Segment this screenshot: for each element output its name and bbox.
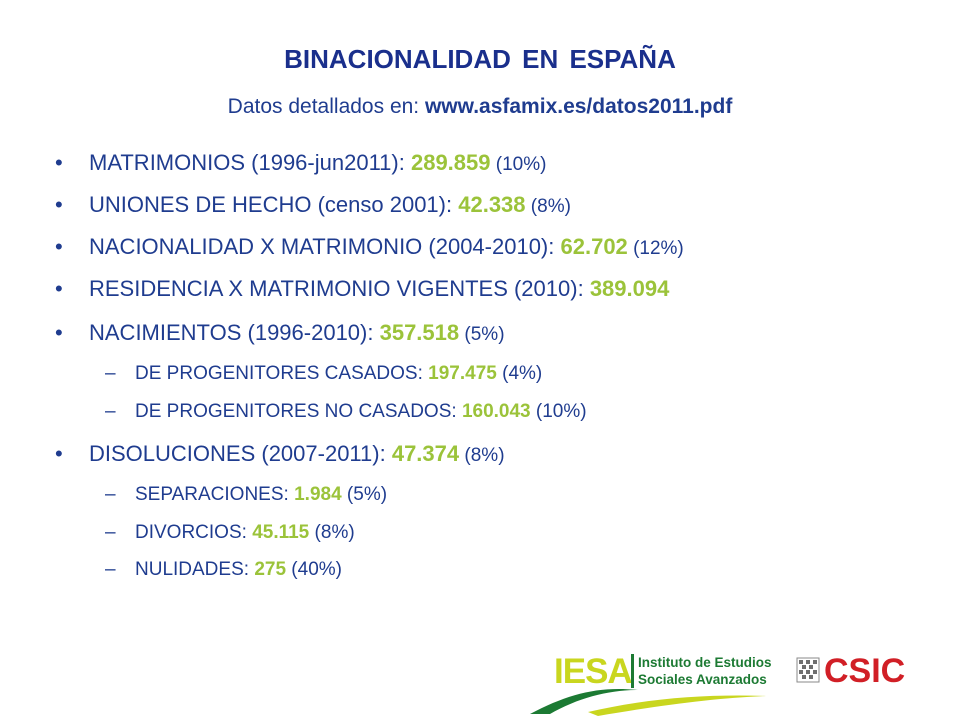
item-percent: (12%) (627, 238, 684, 259)
bullet-icon: • (55, 150, 63, 175)
item-label: NACIMIENTOS (1996-2010): (89, 320, 380, 345)
csic-logo: CSIC (796, 652, 926, 692)
item-label: RESIDENCIA X MATRIMONIO VIGENTES (2010): (89, 276, 590, 301)
bullet-icon: • (55, 192, 63, 217)
item-value: 47.374 (391, 441, 460, 466)
item-percent: (8%) (459, 445, 505, 466)
iesa-full-name: Instituto de Estudios Sociales Avanzados (638, 654, 772, 688)
item-value: 42.338 (458, 192, 526, 217)
slide-subtitle: Datos detallados en: www.asfamix.es/dato… (0, 95, 960, 119)
sub-item-percent: (8%) (309, 522, 355, 543)
item-value: 62.702 (560, 234, 628, 259)
dash-icon: – (105, 484, 116, 505)
iesa-line-1: Instituto de Estudios (638, 655, 772, 670)
dash-icon: – (105, 522, 116, 543)
item-value: 389.094 (589, 276, 670, 301)
item-percent: (10%) (490, 154, 547, 175)
sub-item-label: SEPARACIONES: (135, 484, 295, 505)
sub-item-percent: (10%) (530, 401, 587, 422)
source-link[interactable]: www.asfamix.es/datos2011.pdf (424, 95, 733, 118)
item-label: MATRIMONIOS (1996-jun2011): (89, 150, 411, 175)
sub-item-label: NULIDADES: (135, 559, 255, 580)
sub-item-value: 1.984 (294, 484, 342, 505)
sub-item-value: 45.115 (252, 522, 310, 543)
dash-icon: – (105, 363, 116, 384)
bullet-icon: • (55, 320, 63, 345)
item-label: DISOLUCIONES (2007-2011): (89, 441, 392, 466)
item-label: NACIONALIDAD X MATRIMONIO (2004-2010): (89, 234, 561, 259)
sub-item-value: 197.475 (428, 363, 497, 384)
sub-item-label: DE PROGENITORES NO CASADOS: (135, 401, 462, 422)
item-label: UNIONES DE HECHO (censo 2001): (89, 192, 459, 217)
iesa-abbreviation: IESA (554, 652, 633, 691)
item-value: 357.518 (379, 320, 460, 345)
subtitle-prefix: Datos detallados en: (227, 95, 425, 118)
sub-item-value: 160.043 (461, 401, 531, 422)
iesa-divider (631, 654, 634, 688)
csic-emblem-icon (796, 657, 820, 683)
sub-item-label: DE PROGENITORES CASADOS: (135, 363, 429, 384)
iesa-line-2: Sociales Avanzados (638, 672, 767, 687)
slide-title: BINACIONALIDAD EN ESPAÑA (284, 44, 676, 74)
dash-icon: – (105, 401, 116, 422)
iesa-logo: IESA Instituto de Estudios Sociales Avan… (528, 648, 778, 720)
bullet-icon: • (55, 441, 63, 466)
item-percent: (5%) (459, 324, 505, 345)
bullet-icon: • (55, 276, 63, 301)
bullet-icon: • (55, 234, 63, 259)
sub-item-value: 275 (254, 559, 287, 580)
sub-item-label: DIVORCIOS: (135, 522, 253, 543)
item-percent: (8%) (525, 196, 571, 217)
dash-icon: – (105, 559, 116, 580)
sub-item-percent: (5%) (341, 484, 388, 505)
item-value: 289.859 (410, 150, 491, 175)
csic-abbreviation: CSIC (824, 652, 906, 690)
iesa-swoosh-icon (530, 689, 766, 716)
sub-item-percent: (40%) (286, 559, 342, 580)
sub-item-percent: (4%) (496, 363, 543, 384)
